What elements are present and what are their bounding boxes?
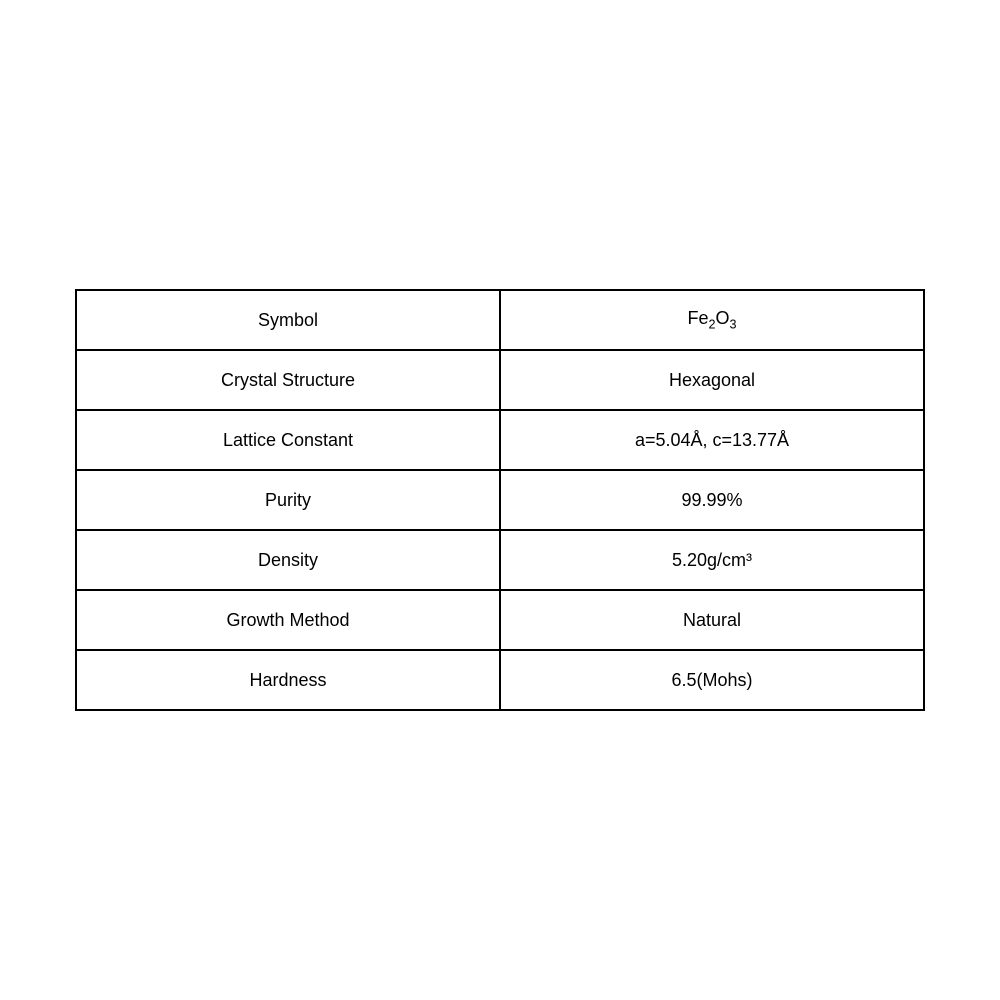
property-value: a=5.04Å, c=13.77Å — [500, 410, 924, 470]
property-label: Lattice Constant — [76, 410, 500, 470]
properties-table: SymbolFe2O3Crystal StructureHexagonalLat… — [75, 289, 925, 711]
table-row: Lattice Constanta=5.04Å, c=13.77Å — [76, 410, 924, 470]
property-value: Natural — [500, 590, 924, 650]
property-value: Fe2O3 — [500, 290, 924, 350]
page-container: SymbolFe2O3Crystal StructureHexagonalLat… — [0, 0, 1000, 1000]
property-label: Growth Method — [76, 590, 500, 650]
property-label: Crystal Structure — [76, 350, 500, 410]
table-row: Crystal StructureHexagonal — [76, 350, 924, 410]
property-value: Hexagonal — [500, 350, 924, 410]
property-label: Symbol — [76, 290, 500, 350]
property-value: 99.99% — [500, 470, 924, 530]
table-row: SymbolFe2O3 — [76, 290, 924, 350]
property-label: Purity — [76, 470, 500, 530]
table-row: Purity99.99% — [76, 470, 924, 530]
property-value: 5.20g/cm³ — [500, 530, 924, 590]
properties-table-body: SymbolFe2O3Crystal StructureHexagonalLat… — [76, 290, 924, 710]
property-label: Hardness — [76, 650, 500, 710]
table-row: Growth MethodNatural — [76, 590, 924, 650]
table-row: Density5.20g/cm³ — [76, 530, 924, 590]
table-row: Hardness6.5(Mohs) — [76, 650, 924, 710]
property-value: 6.5(Mohs) — [500, 650, 924, 710]
property-label: Density — [76, 530, 500, 590]
